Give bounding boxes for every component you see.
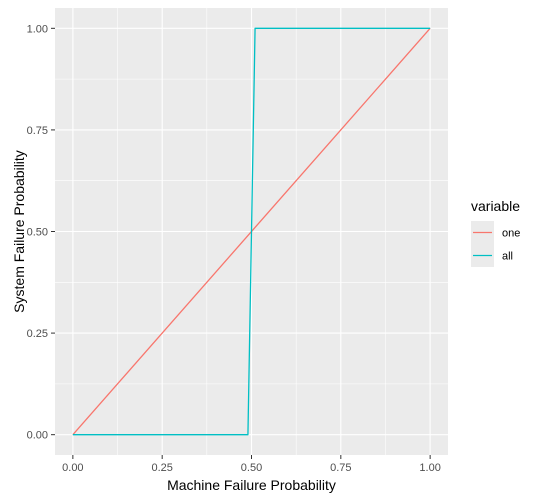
y-axis-title: System Failure Probability [11, 150, 27, 313]
y-tick-label: 0.25 [27, 328, 48, 340]
x-tick-label: 0.50 [241, 462, 262, 474]
x-tick-label: 0.00 [62, 462, 83, 474]
y-tick-label: 0.00 [27, 430, 48, 442]
y-tick-label: 0.75 [27, 125, 48, 137]
legend-label-one: one [502, 228, 520, 240]
y-axis-ticks: 0.00 0.25 0.50 0.75 1.00 [27, 23, 55, 442]
legend-title: variable [471, 198, 520, 214]
legend-items: one all [471, 221, 520, 267]
legend-label-all: all [502, 251, 513, 263]
y-tick-label: 1.00 [27, 23, 48, 35]
x-tick-label: 1.00 [419, 462, 440, 474]
x-axis-ticks: 0.00 0.25 0.50 0.75 1.00 [62, 455, 441, 474]
x-axis-title: Machine Failure Probability [167, 477, 336, 493]
series-line-all [72, 27, 431, 436]
legend: variable one all [471, 198, 520, 267]
x-tick-label: 0.75 [330, 462, 351, 474]
x-tick-label: 0.25 [151, 462, 172, 474]
y-tick-label: 0.50 [27, 227, 48, 239]
series-lines [72, 27, 431, 436]
